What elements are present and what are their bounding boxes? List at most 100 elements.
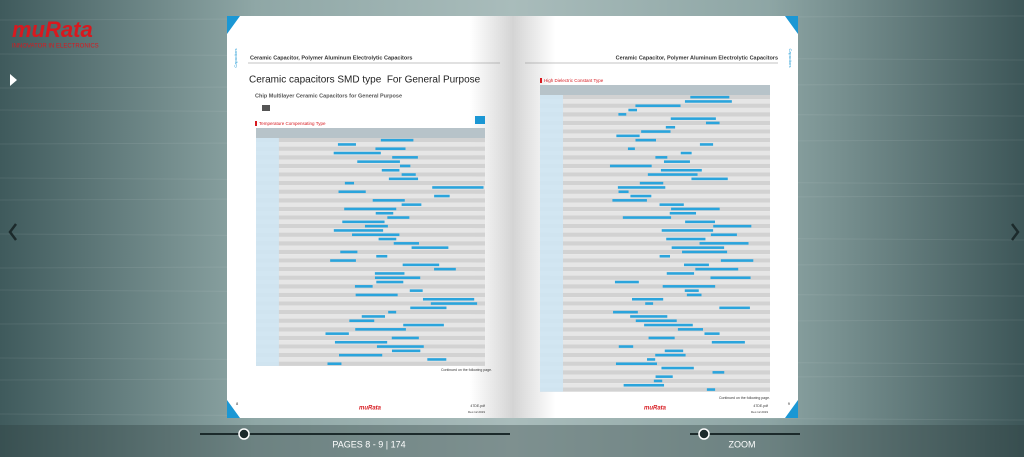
range-bar <box>695 267 739 271</box>
prev-page[interactable] <box>8 223 17 241</box>
slider-handle[interactable] <box>238 428 250 440</box>
series-column <box>540 95 563 392</box>
range-bar <box>344 207 397 211</box>
play-button[interactable] <box>10 74 17 86</box>
continued-note: Continued on the following page. <box>441 368 492 372</box>
table-row <box>256 310 485 315</box>
table-row <box>256 262 485 267</box>
table-row <box>540 387 770 392</box>
table-row <box>540 340 770 345</box>
range-bar <box>661 229 714 232</box>
range-bar <box>719 306 750 310</box>
range-bar <box>333 229 384 232</box>
range-bar <box>684 100 732 103</box>
range-bar <box>393 242 420 245</box>
table-row <box>256 348 485 353</box>
table-row <box>540 288 770 293</box>
table-row <box>540 310 770 315</box>
table-row <box>540 142 770 147</box>
side-tab: Capacitors <box>233 48 238 67</box>
range-bar <box>671 207 720 211</box>
table-row <box>256 249 485 255</box>
range-bar <box>330 259 356 262</box>
table-row <box>256 163 485 169</box>
range-bar <box>628 108 638 112</box>
range-bar <box>618 113 627 116</box>
range-bar <box>434 194 450 198</box>
page-header: Ceramic Capacitor, Polymer Aluminum Elec… <box>616 55 778 61</box>
table-header <box>256 128 485 138</box>
table-row <box>256 241 485 246</box>
page-title: Ceramic capacitors SMD type For General … <box>249 75 481 86</box>
table-row <box>540 236 770 242</box>
range-bar <box>340 250 358 254</box>
table-row <box>256 357 485 362</box>
range-bar <box>630 315 668 318</box>
continued-note: Continued on the following page. <box>719 396 770 400</box>
range-bar <box>635 319 677 323</box>
table-row <box>256 181 485 186</box>
range-bar <box>327 362 342 366</box>
table-row <box>540 133 770 138</box>
table-row <box>540 232 770 237</box>
table-row <box>256 211 485 216</box>
range-bar <box>647 173 698 176</box>
range-bar <box>333 151 381 155</box>
table-row <box>256 297 485 302</box>
table-row <box>540 245 770 250</box>
range-bar <box>378 237 397 241</box>
range-bar <box>355 328 406 331</box>
table-row <box>256 258 485 263</box>
range-bar <box>635 104 681 108</box>
zoom-label[interactable]: ZOOM <box>729 439 756 449</box>
range-bar <box>361 315 385 318</box>
range-bar <box>712 371 725 374</box>
range-bar <box>410 306 447 310</box>
range-bar <box>622 216 672 219</box>
range-bar <box>618 345 634 348</box>
table-row <box>256 331 485 336</box>
range-bar <box>391 349 421 353</box>
table-row <box>540 365 770 371</box>
table-row <box>540 254 770 259</box>
table-row <box>540 155 770 160</box>
range-bar <box>364 224 388 228</box>
range-bar <box>669 211 697 215</box>
tagline: INNOVATOR IN ELECTRONICS <box>12 44 99 50</box>
table-row <box>256 267 485 272</box>
range-bar <box>376 345 424 348</box>
range-bar <box>641 130 671 133</box>
table-row <box>256 322 485 328</box>
range-bar <box>682 250 728 254</box>
table-row <box>540 344 770 349</box>
range-bar <box>691 177 728 181</box>
table-row <box>540 202 770 207</box>
table-row <box>256 254 485 259</box>
range-bar <box>434 267 456 271</box>
range-bar <box>388 177 419 181</box>
range-bar <box>357 160 400 163</box>
table-row <box>540 275 770 280</box>
table-row <box>256 271 485 276</box>
range-bar <box>647 358 656 361</box>
table-row <box>256 335 485 341</box>
zoom-handle[interactable] <box>698 428 710 440</box>
range-bar <box>338 190 366 194</box>
table-row <box>540 95 770 100</box>
section-mark <box>540 78 542 83</box>
corner <box>785 16 798 34</box>
table-row <box>540 219 770 224</box>
table-row <box>540 146 770 151</box>
table-row <box>540 267 770 272</box>
range-bar <box>655 375 673 378</box>
range-bar <box>705 121 720 125</box>
range-bar <box>684 263 709 267</box>
range-bar <box>352 233 400 237</box>
range-bar <box>339 353 383 357</box>
range-bar <box>409 289 423 292</box>
next-page[interactable] <box>1011 223 1020 241</box>
range-bar <box>665 125 676 129</box>
range-bar <box>699 143 714 146</box>
range-bar <box>391 336 419 340</box>
